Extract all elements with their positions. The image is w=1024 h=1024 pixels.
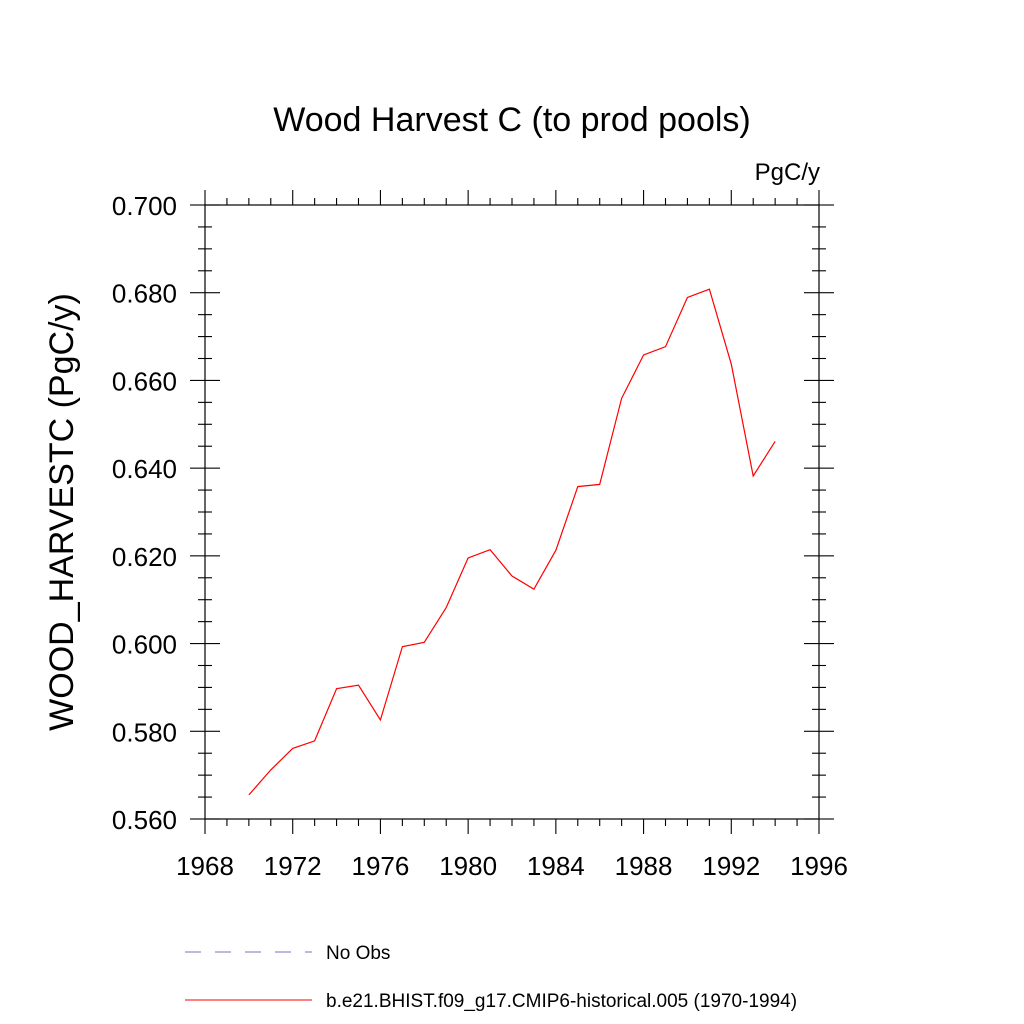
y-tick-label: 0.600 (112, 630, 177, 660)
x-tick-label: 1980 (439, 851, 497, 881)
y-tick-label: 0.560 (112, 805, 177, 835)
y-tick-label: 0.660 (112, 366, 177, 396)
x-tick-label: 1988 (615, 851, 673, 881)
legend-label: No Obs (326, 943, 390, 964)
y-axis-label: WOOD_HARVESTC (PgC/y) (43, 293, 81, 731)
axis-tick-labels: 1968 1972 1976 1980 1984 1988 1992 1996 0.560 0.5… (112, 191, 848, 881)
x-tick-label: 1968 (176, 851, 234, 881)
y-tick-label: 0.700 (112, 191, 177, 221)
x-tick-label: 1992 (702, 851, 760, 881)
series-layer (248, 288, 776, 796)
y-tick-label: 0.620 (112, 542, 177, 572)
x-tick-label: 1984 (527, 851, 585, 881)
units-label: PgC/y (755, 159, 820, 186)
y-tick-label: 0.640 (112, 454, 177, 484)
y-tick-label: 0.580 (112, 717, 177, 747)
axis-ticks (190, 190, 834, 834)
chart-title: Wood Harvest C (to prod pools) (273, 101, 750, 139)
legend-label: b.e21.BHIST.f09_g17.CMIP6-historical.005… (326, 991, 797, 1012)
x-tick-label: 1972 (264, 851, 322, 881)
y-tick-label: 0.680 (112, 279, 177, 309)
x-tick-label: 1996 (790, 851, 848, 881)
legend: No Obs b.e21.BHIST.f09_g17.CMIP6-historic… (185, 943, 797, 1012)
plot-frame (204, 204, 820, 820)
x-tick-label: 1976 (352, 851, 410, 881)
series-line (248, 288, 776, 796)
